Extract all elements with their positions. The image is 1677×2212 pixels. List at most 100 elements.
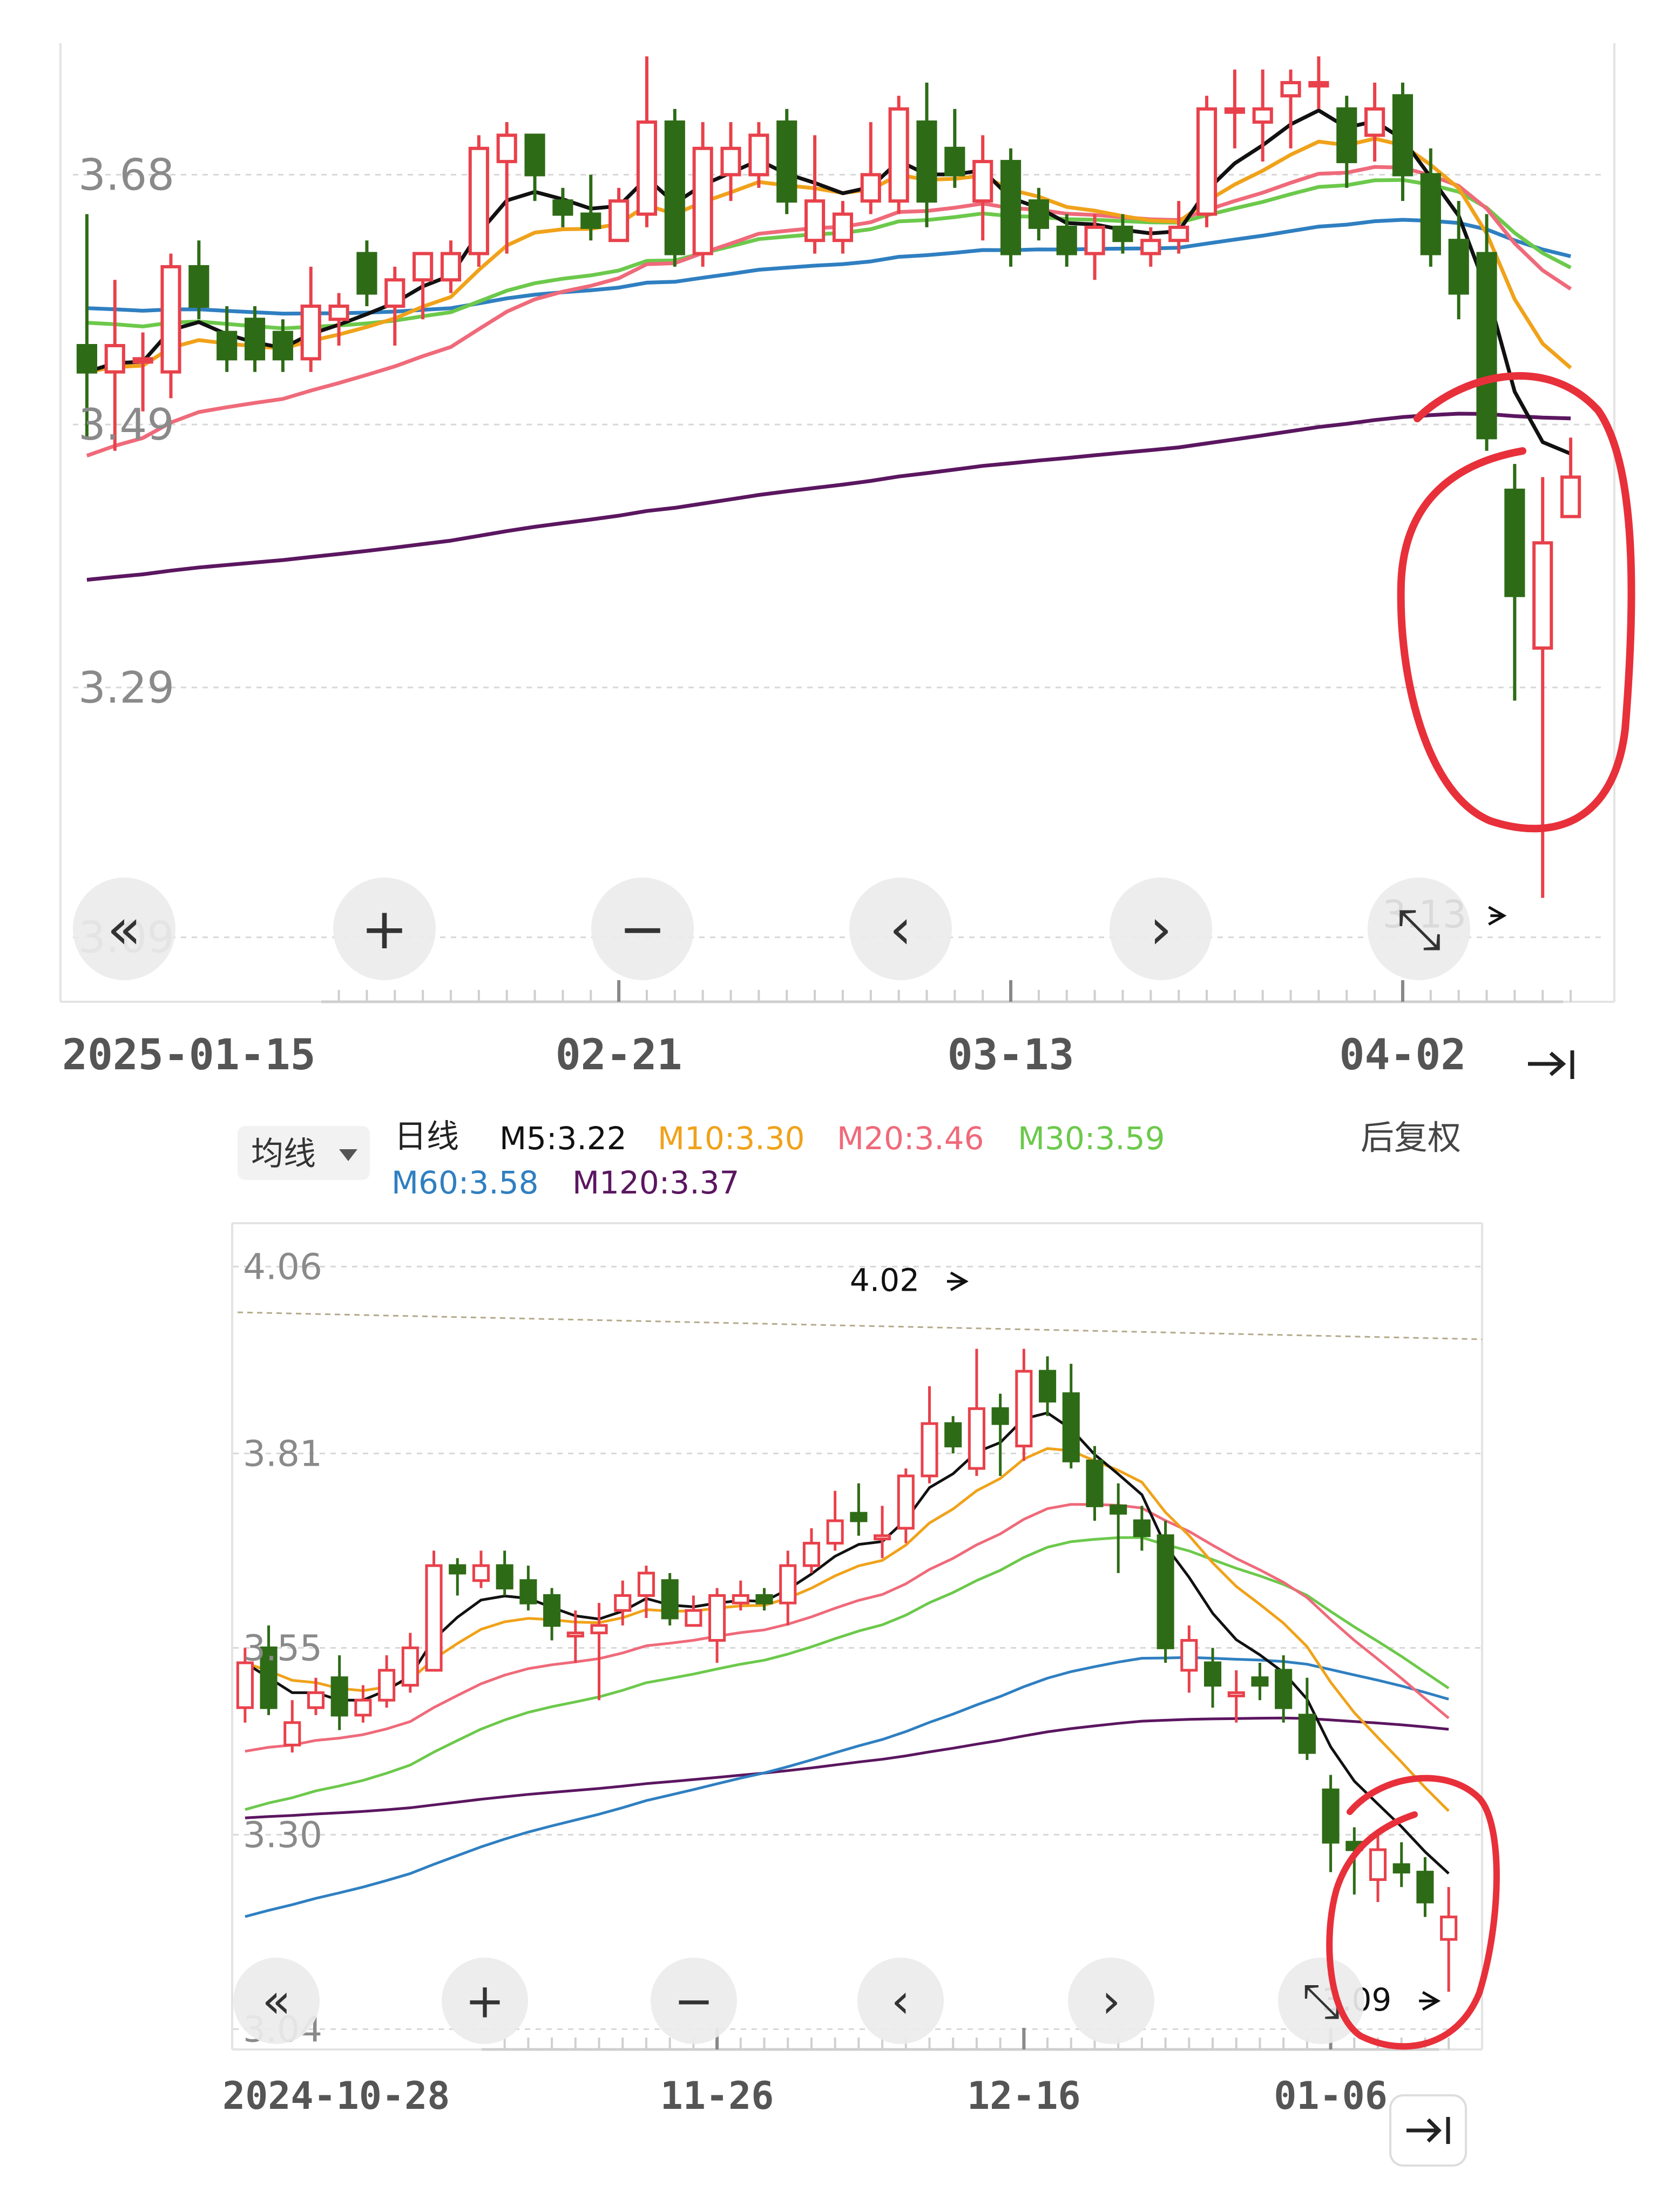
y-tick-label: 3.30 (243, 1815, 322, 1856)
bottom-moving-averages (244, 1411, 1450, 1918)
candle-down (580, 212, 601, 229)
x-tick-label: 01-06 (1274, 2074, 1388, 2118)
button-bg (857, 1958, 944, 2044)
y-tick-label: 3.55 (243, 1627, 322, 1669)
candle-down (944, 1422, 962, 1448)
legend-ma20: M20:3.46 (837, 1120, 984, 1157)
red-circle-annotation-top (1397, 372, 1635, 833)
bottom-candles (236, 1348, 1458, 1992)
button-bg (1068, 1958, 1154, 2044)
candle-down (850, 1512, 868, 1522)
y-tick-label: 4.06 (243, 1246, 322, 1287)
jump-to-latest-button[interactable] (1528, 1050, 1574, 1079)
candle-down (244, 318, 266, 361)
candle-down (1112, 225, 1133, 242)
candle-down (1298, 1714, 1316, 1754)
candle-down (944, 146, 965, 177)
fullscreen-button[interactable]: ⤡ (1368, 878, 1470, 980)
x-tick-label: 11-26 (660, 2074, 774, 2118)
candle-up (1015, 1370, 1033, 1448)
fullscreen-button[interactable]: ⤡ (1278, 1958, 1364, 2044)
candle-up (1224, 107, 1245, 114)
candle-up (804, 199, 826, 242)
candle-up (921, 1422, 938, 1478)
candle-down (76, 344, 97, 374)
candle-up (897, 1474, 915, 1530)
red-circle-annotation-bottom (1326, 1775, 1500, 2050)
top-candles (76, 56, 1581, 898)
candle-up (692, 146, 713, 255)
candle-up (1369, 1848, 1387, 1881)
rewind-button[interactable]: « (73, 878, 175, 980)
candle-up (636, 120, 658, 216)
chevron-right-button[interactable]: › (1068, 1958, 1154, 2044)
top-controls[interactable]: « + − ‹ › ⤡ (73, 878, 1470, 980)
bottom-controls[interactable]: « + − ‹ › ⤡ (233, 1958, 1364, 2044)
arrow-right-icon (1406, 2118, 1442, 2143)
chevron-left-button[interactable]: ‹ (849, 878, 952, 980)
candle-up (1168, 225, 1189, 242)
bottom-x-axis: 2024-10-28 11-26 12-16 01-06 (222, 2028, 1450, 2118)
top-x-axis: 2025-01-15 02-21 03-13 04-02 (62, 980, 1572, 1080)
zoom-in-button[interactable]: + (333, 878, 436, 980)
candle-up (160, 265, 181, 374)
button-bg (849, 878, 952, 980)
ma20-line (245, 1503, 1450, 1753)
candle-up (384, 278, 405, 308)
candle-down (1416, 1871, 1434, 1904)
legend-ma10: M10:3.30 (658, 1120, 805, 1157)
candle-down (496, 1564, 513, 1590)
zoom-in-button[interactable]: + (442, 1958, 528, 2044)
candle-up (972, 160, 993, 203)
candle-down (1086, 1459, 1104, 1507)
y-tick-label: 3.49 (78, 400, 174, 450)
candle-up (401, 1646, 419, 1687)
candle-up (132, 357, 153, 364)
candle-down (330, 1676, 348, 1717)
chevron-right-button[interactable]: › (1110, 878, 1212, 980)
candle-down (1062, 1392, 1080, 1462)
restore-label[interactable]: 后复权 (1361, 1118, 1461, 1157)
candle-up (328, 304, 349, 321)
rewind-button[interactable]: « (233, 1958, 320, 2044)
zoom-out-button[interactable]: − (651, 1958, 737, 2044)
candle-up (888, 107, 909, 203)
candle-up (566, 1631, 584, 1638)
candle-up (236, 1661, 254, 1709)
jump-to-latest-button-bottom[interactable] (1389, 2094, 1467, 2167)
ma120-line (86, 412, 1571, 582)
zoom-in-icon: + (465, 1973, 505, 2028)
button-bg (73, 878, 175, 980)
candle-down (519, 1579, 537, 1604)
max-marker-label: 4.02 (850, 1262, 919, 1299)
candle-down (1028, 199, 1049, 229)
arrow-right-icon (1528, 1051, 1566, 1076)
candle-down (217, 331, 238, 361)
candle-up (637, 1572, 655, 1597)
candle-up (1180, 1639, 1198, 1672)
arrow-right-icon (1488, 906, 1507, 926)
ma-dropdown-label: 均线 (251, 1135, 316, 1173)
ma60-line (245, 1656, 1449, 1918)
x-tick-label: 2025-01-15 (62, 1031, 316, 1080)
ma-dropdown[interactable]: 均线 (238, 1126, 370, 1180)
candle-up (1364, 107, 1385, 137)
candle-down (356, 252, 377, 295)
candle-down (1157, 1534, 1174, 1649)
candle-up (1196, 107, 1218, 216)
candle-up (496, 133, 517, 164)
candle-down (991, 1407, 1009, 1425)
ma120-line (245, 1716, 1449, 1819)
candle-up (1532, 541, 1553, 650)
top-y-axis: 3.683.493.293.09 (78, 150, 174, 962)
candle-up (732, 1594, 749, 1604)
period-label[interactable]: 日线 (394, 1118, 459, 1156)
button-bg (651, 1958, 737, 2044)
y-tick-label: 3.68 (78, 150, 174, 200)
ma20-line (86, 165, 1572, 458)
y-tick-label: 3.81 (243, 1433, 322, 1475)
candle-up (1280, 81, 1301, 98)
chevron-left-button[interactable]: ‹ (857, 1958, 944, 2044)
zoom-out-button[interactable]: − (591, 878, 694, 980)
candle-up (425, 1564, 443, 1672)
